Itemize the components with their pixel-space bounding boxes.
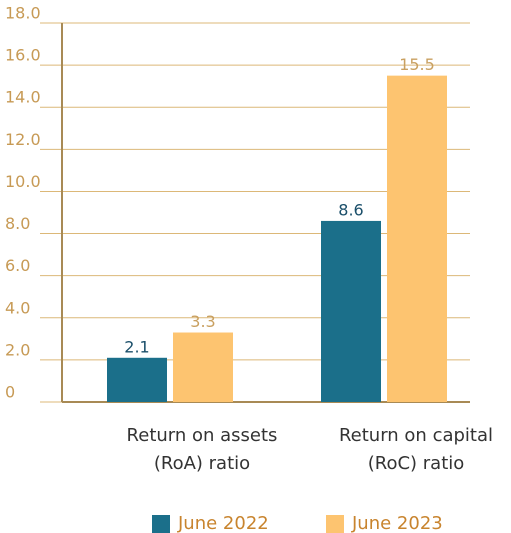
y-tick-label: 2.0 — [5, 340, 30, 359]
y-tick-label: 18.0 — [5, 4, 41, 23]
y-tick-label: 14.0 — [5, 88, 41, 107]
y-tick-label: 0 — [5, 383, 15, 402]
legend-swatch — [152, 515, 170, 533]
data-label: 15.5 — [399, 55, 435, 74]
bar — [321, 220, 381, 402]
legend-label: June 2022 — [178, 513, 269, 533]
data-label: 8.6 — [338, 200, 363, 219]
bar — [173, 332, 233, 402]
y-tick-label: 16.0 — [5, 46, 41, 65]
y-tick-label: 12.0 — [5, 130, 41, 149]
data-label: 2.1 — [124, 337, 149, 356]
bar — [107, 357, 167, 402]
legend-label: June 2023 — [352, 513, 443, 533]
y-tick-label: 6.0 — [5, 256, 30, 275]
bar — [387, 75, 447, 402]
data-label: 3.3 — [190, 312, 215, 331]
y-tick-label: 8.0 — [5, 214, 30, 233]
y-tick-label: 4.0 — [5, 298, 30, 317]
x-tick-label: Return on capital (RoC) ratio — [338, 425, 494, 474]
legend-swatch — [326, 515, 344, 533]
x-tick-label: Return on assets (RoA) ratio — [126, 425, 278, 474]
y-tick-label: 10.0 — [5, 172, 41, 191]
